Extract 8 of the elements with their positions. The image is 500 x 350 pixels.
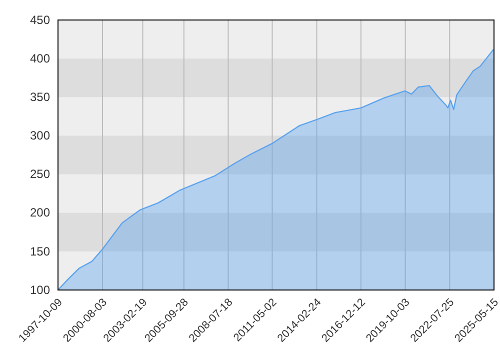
y-tick-label: 200 [30,206,50,220]
y-tick-label: 100 [30,282,50,297]
y-tick-label: 150 [30,244,50,258]
y-tick-label: 300 [30,128,50,143]
y-tick-label: 450 [30,12,50,27]
y-tick-label: 250 [30,167,50,182]
y-tick-label: 400 [30,51,50,66]
y-tick-label: 350 [30,90,50,104]
